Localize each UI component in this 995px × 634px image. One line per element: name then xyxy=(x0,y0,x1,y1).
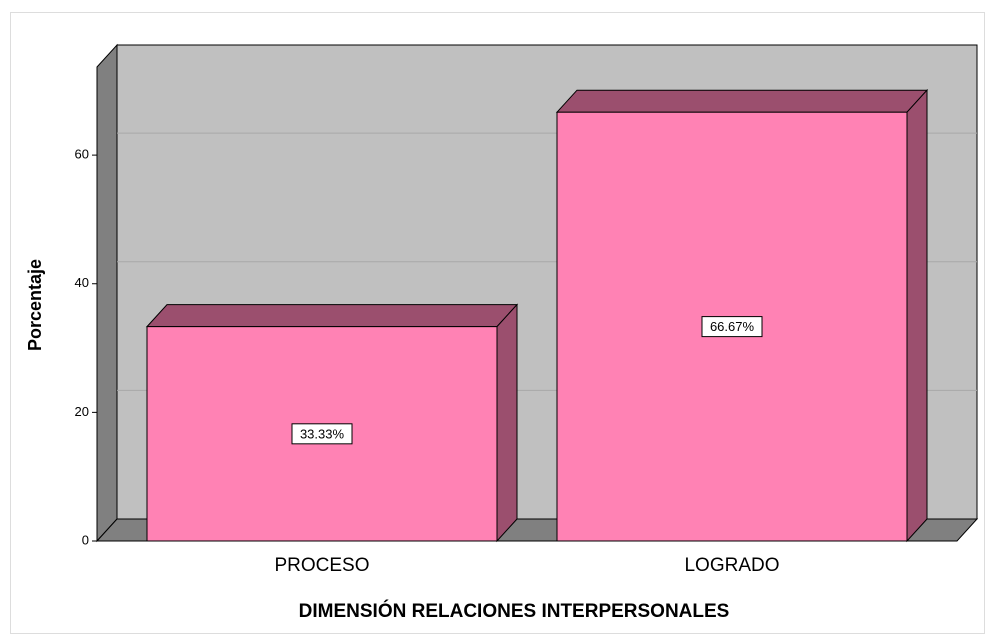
bar-top xyxy=(555,89,929,113)
y-tick-label: 0 xyxy=(82,532,89,547)
x-axis-label: DIMENSIÓN RELACIONES INTERPERSONALES xyxy=(299,600,730,622)
value-label-box xyxy=(291,423,353,445)
x-tick-label: LOGRADO xyxy=(684,555,779,576)
y-tick-label: 40 xyxy=(75,275,89,290)
x-tick-label: PROCESO xyxy=(274,555,369,576)
bar-side xyxy=(906,88,928,543)
value-label: 66.67% xyxy=(710,319,755,334)
bar-top xyxy=(145,304,519,328)
left-wall xyxy=(96,43,118,543)
value-label: 33.33% xyxy=(300,426,345,441)
y-tick-label: 20 xyxy=(75,404,89,419)
y-tick-label: 60 xyxy=(75,147,89,162)
y-axis-label: Porcentaje xyxy=(25,259,45,351)
bar-side xyxy=(496,303,518,543)
value-label-box xyxy=(701,316,763,338)
